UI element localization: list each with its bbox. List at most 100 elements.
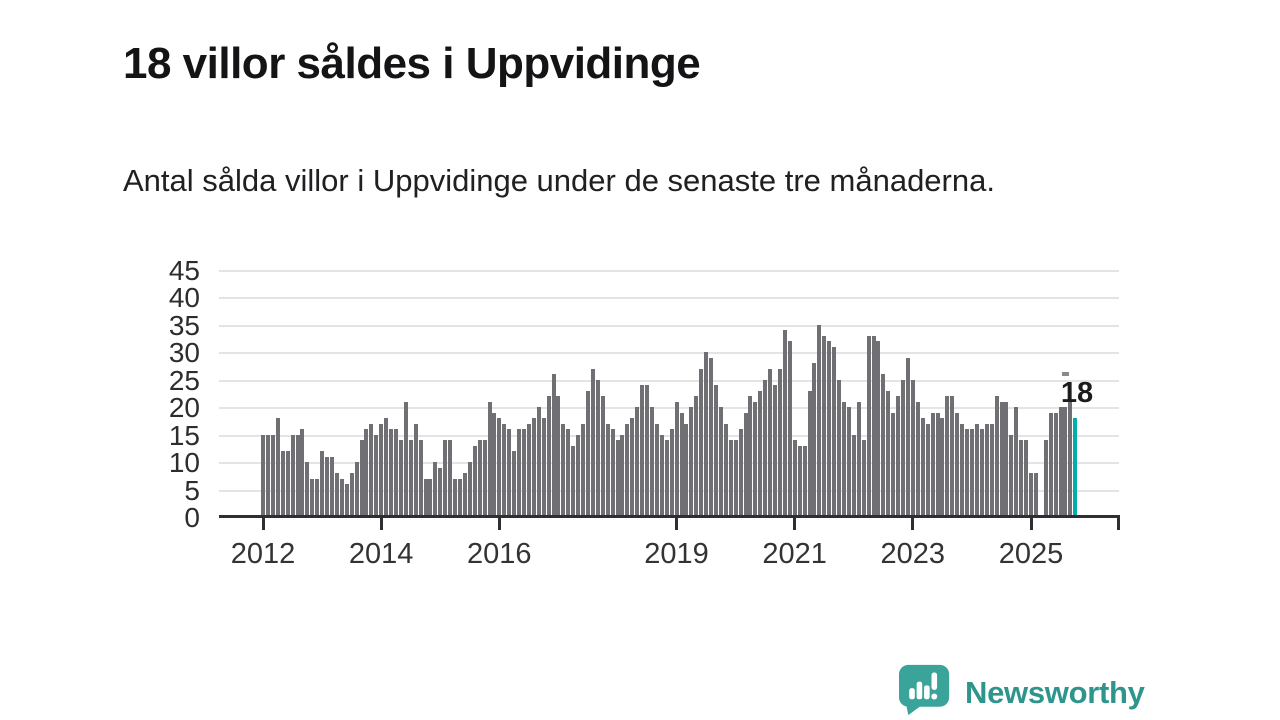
gridline (219, 352, 1119, 354)
gridline (219, 407, 1119, 409)
bar (807, 390, 812, 517)
bar (403, 401, 408, 517)
bar (1033, 473, 1038, 517)
bar (910, 379, 915, 517)
bar (856, 401, 861, 517)
bar (994, 396, 999, 517)
bar (1004, 401, 1009, 517)
bar (295, 434, 300, 517)
x-axis-tick (379, 518, 383, 530)
bar (275, 418, 280, 517)
bar (344, 484, 349, 517)
bar (832, 346, 837, 517)
bar (689, 407, 694, 517)
bar (334, 473, 339, 517)
bar (280, 451, 285, 517)
gridline (219, 269, 1119, 272)
x-axis-tick (911, 518, 915, 530)
bar (393, 429, 398, 517)
bar (359, 440, 364, 517)
bar (438, 467, 443, 517)
bar (1043, 440, 1048, 517)
bar (999, 401, 1004, 517)
bar (827, 341, 832, 517)
bar (536, 407, 541, 517)
bar (748, 396, 753, 517)
bar (620, 434, 625, 517)
bar (364, 429, 369, 517)
gridline (219, 379, 1119, 382)
bar (541, 418, 546, 517)
bar (718, 407, 723, 517)
bar (408, 440, 413, 517)
bar (950, 396, 955, 517)
bar (787, 341, 792, 517)
bar (797, 445, 802, 517)
bar (374, 434, 379, 517)
bar (861, 440, 866, 517)
bar (753, 401, 758, 517)
x-axis-tick (675, 518, 678, 530)
bar (763, 379, 768, 517)
bar (354, 462, 359, 517)
bar (305, 462, 310, 517)
bar (477, 440, 482, 517)
bar (462, 473, 467, 517)
bar (728, 440, 733, 517)
bar (625, 423, 630, 517)
bar (600, 396, 605, 517)
page-title: 18 villor såldes i Uppvidinge (123, 39, 701, 89)
y-axis-tick-label: 10 (168, 447, 200, 478)
bar (265, 434, 270, 517)
bar (290, 434, 295, 517)
y-axis-tick-label: 5 (184, 474, 200, 506)
highlighted-bar (1073, 418, 1078, 517)
bar (472, 445, 477, 517)
newsworthy-speech-bubble-chart-icon (897, 664, 953, 720)
bar (773, 385, 777, 517)
y-axis-tick-label: 20 (168, 392, 200, 423)
bar (1068, 401, 1073, 517)
bar (492, 412, 497, 517)
bar (546, 396, 551, 517)
bar (974, 423, 979, 517)
bar (709, 357, 713, 517)
bar (905, 357, 910, 517)
bar (817, 324, 822, 517)
bar (413, 423, 418, 517)
bar (846, 407, 851, 517)
bar (640, 385, 645, 517)
bar (969, 429, 974, 517)
y-axis-tick-label: 15 (168, 419, 200, 451)
bar (581, 423, 585, 517)
brand-name: Newsworthy (965, 674, 1145, 710)
bar (654, 423, 659, 517)
bar (1014, 407, 1019, 517)
bar (561, 423, 566, 517)
x-axis-end-tick (1117, 518, 1120, 530)
bar (310, 478, 315, 517)
gridline (219, 324, 1119, 327)
bar (979, 429, 984, 517)
gridline (219, 489, 1119, 492)
bar (915, 401, 920, 517)
bar (713, 385, 718, 517)
bar (782, 330, 787, 517)
bar (423, 478, 428, 517)
bar (566, 429, 571, 517)
bar (866, 335, 871, 517)
bar (891, 412, 896, 517)
bar (1024, 440, 1029, 517)
bar (945, 396, 950, 517)
bar (1058, 407, 1063, 517)
bar (694, 396, 699, 517)
bar (300, 429, 305, 517)
bar (467, 462, 472, 517)
bar (871, 335, 876, 517)
bar (556, 396, 561, 517)
bar (758, 390, 763, 517)
bar (876, 341, 881, 517)
bar (920, 418, 925, 517)
x-axis-line (219, 515, 1120, 518)
